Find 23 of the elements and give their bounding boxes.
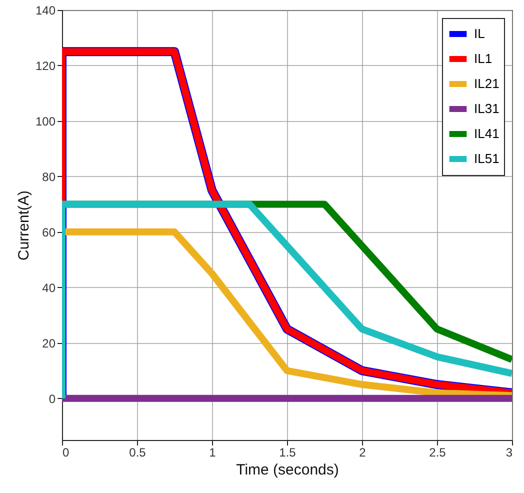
y-tick-label: 40 xyxy=(42,280,56,295)
legend-label: IL31 xyxy=(474,101,500,116)
legend-label: IL1 xyxy=(474,51,492,66)
y-tick-label: 120 xyxy=(35,58,56,73)
y-tick-label: 0 xyxy=(48,392,56,406)
x-tick-label: 1.5 xyxy=(279,446,296,460)
legend-label: IL51 xyxy=(474,151,500,166)
x-tick-label: 0.5 xyxy=(129,446,146,460)
legend-label: IL41 xyxy=(474,126,500,141)
x-tick-label: 2.5 xyxy=(429,446,446,460)
legend-label: IL21 xyxy=(474,76,500,91)
y-tick-label: 60 xyxy=(42,225,56,240)
x-tick-label: 1 xyxy=(209,446,216,460)
y-tick-label: 80 xyxy=(42,170,56,184)
y-axis-title: Current(A) xyxy=(15,190,32,261)
y-tick-label: 100 xyxy=(35,114,56,128)
x-axis-title: Time (seconds) xyxy=(236,462,339,478)
x-tick-label: 3 xyxy=(506,446,513,460)
y-tick-label: 20 xyxy=(42,336,56,350)
legend-label: IL xyxy=(474,26,485,41)
x-tick-label: 2 xyxy=(359,446,366,460)
x-tick-label: 0 xyxy=(62,446,70,460)
y-tick-label: 140 xyxy=(35,4,56,18)
